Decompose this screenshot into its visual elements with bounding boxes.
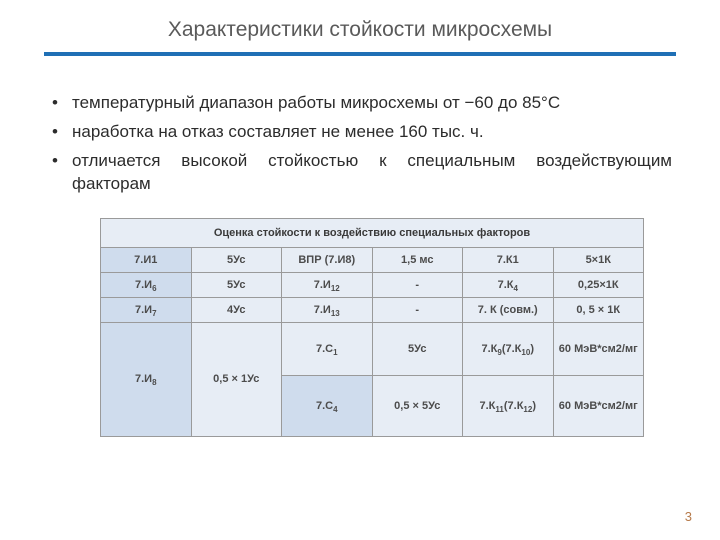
cell: 4Ус [191, 297, 282, 322]
cell: 5×1К [553, 247, 644, 272]
cell: 7.И6 [101, 272, 192, 297]
cell: 7.К4 [463, 272, 554, 297]
cell: 7.И8 [101, 322, 192, 436]
cell: 7. К (совм.) [463, 297, 554, 322]
cell: 0, 5 × 1К [553, 297, 644, 322]
cell: 0,25×1К [553, 272, 644, 297]
cell: 0,5 × 5Ус [372, 375, 463, 436]
cell: 0,5 × 1Ус [191, 322, 282, 436]
table-container: Оценка стойкости к воздействию специальн… [100, 218, 644, 437]
bullet-item: температурный диапазон работы микросхемы… [66, 92, 672, 115]
cell: 5Ус [191, 272, 282, 297]
page-number: 3 [685, 509, 692, 524]
table-row: 7.И6 5Ус 7.И12 - 7.К4 0,25×1К [101, 272, 644, 297]
cell: 1,5 мс [372, 247, 463, 272]
cell: 7.К11(7.К12) [463, 375, 554, 436]
cell: 7.И7 [101, 297, 192, 322]
cell: 7.К9(7.К10) [463, 322, 554, 375]
cell: ВПР (7.И8) [282, 247, 373, 272]
cell: 7.И1 [101, 247, 192, 272]
bullet-list: температурный диапазон работы микросхемы… [44, 92, 676, 196]
cell: 7.И12 [282, 272, 373, 297]
title-rule [44, 52, 676, 56]
factors-table: Оценка стойкости к воздействию специальн… [100, 218, 644, 437]
table-row: 7.И1 5Ус ВПР (7.И8) 1,5 мс 7.К1 5×1К [101, 247, 644, 272]
cell: 5Ус [191, 247, 282, 272]
cell: 7.К1 [463, 247, 554, 272]
table-row: 7.И8 0,5 × 1Ус 7.С1 5Ус 7.К9(7.К10) 60 М… [101, 322, 644, 375]
cell: 7.С1 [282, 322, 373, 375]
cell: 7.С4 [282, 375, 373, 436]
table-caption: Оценка стойкости к воздействию специальн… [101, 218, 644, 247]
bullet-item: наработка на отказ составляет не менее 1… [66, 121, 672, 144]
slide-title: Характеристики стойкости микросхемы [44, 18, 676, 42]
table-row: 7.И7 4Ус 7.И13 - 7. К (совм.) 0, 5 × 1К [101, 297, 644, 322]
cell: 7.И13 [282, 297, 373, 322]
cell: 60 МэВ*см2/мг [553, 322, 644, 375]
cell: 60 МэВ*см2/мг [553, 375, 644, 436]
cell: - [372, 272, 463, 297]
slide: Характеристики стойкости микросхемы темп… [0, 0, 720, 540]
cell: - [372, 297, 463, 322]
cell: 5Ус [372, 322, 463, 375]
bullet-item: отличается высокой стойкостью к специаль… [66, 150, 672, 196]
table-caption-row: Оценка стойкости к воздействию специальн… [101, 218, 644, 247]
